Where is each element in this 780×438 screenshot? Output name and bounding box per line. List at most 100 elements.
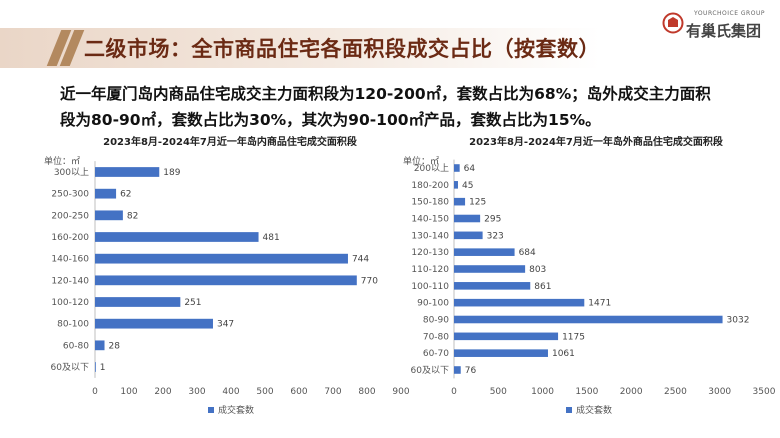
category-label: 60及以下 bbox=[51, 362, 89, 373]
bar bbox=[454, 332, 559, 341]
bar bbox=[95, 362, 96, 372]
page-title: 二级市场：全市商品住宅各面积段成交占比（按套数） bbox=[84, 37, 600, 61]
x-tick-label: 2500 bbox=[664, 387, 687, 397]
data-label: 1061 bbox=[552, 349, 575, 359]
x-tick-label: 1000 bbox=[531, 387, 554, 397]
data-label: 82 bbox=[127, 211, 138, 221]
category-label: 120-130 bbox=[411, 248, 449, 258]
x-tick-label: 900 bbox=[392, 387, 409, 397]
data-label: 684 bbox=[519, 248, 536, 258]
bar bbox=[95, 167, 160, 177]
data-label: 770 bbox=[361, 276, 378, 286]
category-label: 180-200 bbox=[411, 181, 449, 191]
data-label: 295 bbox=[484, 215, 501, 225]
category-label: 150-180 bbox=[411, 198, 449, 208]
bar bbox=[454, 214, 481, 223]
bar bbox=[454, 231, 483, 240]
unit-label: 单位：㎡ bbox=[403, 155, 439, 167]
x-tick-label: 200 bbox=[154, 387, 171, 397]
summary-text: 近一年厦门岛内商品住宅成交主力面积段为120-200㎡，套数占比为68%；岛外成… bbox=[60, 81, 750, 133]
legend-label: 成交套数 bbox=[218, 404, 254, 416]
summary-line-1: 近一年厦门岛内商品住宅成交主力面积段为120-200㎡，套数占比为68%；岛外成… bbox=[60, 85, 711, 103]
bar bbox=[454, 282, 531, 290]
category-label: 130-140 bbox=[411, 231, 449, 241]
data-label: 744 bbox=[352, 255, 369, 265]
category-label: 90-100 bbox=[417, 299, 449, 309]
category-label: 200以上 bbox=[414, 163, 449, 174]
category-label: 200-250 bbox=[51, 211, 89, 221]
bar bbox=[95, 188, 117, 199]
x-tick-label: 600 bbox=[290, 387, 307, 397]
bar bbox=[454, 315, 723, 324]
summary-line-2: 段为80-90㎡，套数占比为30%，其次为90-100㎡产品，套数占比为15%。 bbox=[60, 111, 601, 129]
chart-title: 2023年8月-2024年7月近一年岛外商品住宅成交面积段 bbox=[469, 135, 723, 148]
title-band bbox=[0, 28, 600, 68]
category-label: 160-200 bbox=[51, 233, 89, 243]
x-tick-label: 800 bbox=[358, 387, 375, 397]
logo-english-text: YOURCHOICE GROUP bbox=[694, 10, 765, 17]
bar bbox=[95, 275, 357, 286]
category-label: 250-300 bbox=[51, 190, 89, 200]
bar bbox=[454, 265, 526, 273]
data-label: 347 bbox=[217, 320, 234, 330]
category-label: 100-120 bbox=[51, 298, 89, 308]
data-label: 62 bbox=[120, 190, 131, 200]
x-tick-label: 500 bbox=[256, 387, 273, 397]
data-label: 861 bbox=[534, 282, 551, 292]
chart-title: 2023年8月-2024年7月近一年岛内商品住宅成交面积段 bbox=[103, 135, 357, 148]
x-tick-label: 3500 bbox=[753, 387, 776, 397]
bar bbox=[454, 248, 515, 256]
x-tick-label: 1500 bbox=[575, 387, 598, 397]
bar bbox=[454, 349, 548, 357]
data-label: 1 bbox=[100, 363, 106, 373]
bar bbox=[454, 197, 466, 206]
category-label: 140-150 bbox=[411, 215, 449, 225]
data-label: 125 bbox=[469, 198, 486, 208]
category-label: 80-100 bbox=[57, 320, 89, 330]
x-tick-label: 300 bbox=[188, 387, 205, 397]
data-label: 64 bbox=[464, 164, 476, 174]
category-label: 60及以下 bbox=[411, 365, 449, 376]
data-label: 3032 bbox=[727, 316, 750, 326]
category-label: 60-70 bbox=[423, 349, 449, 359]
bar bbox=[454, 366, 461, 374]
logo-chinese-text: 有巢氏集团 bbox=[686, 22, 762, 40]
x-tick-label: 0 bbox=[451, 387, 457, 397]
x-tick-label: 700 bbox=[324, 387, 341, 397]
bar bbox=[454, 164, 460, 172]
data-label: 189 bbox=[163, 168, 180, 178]
bar bbox=[95, 210, 123, 221]
x-tick-label: 2000 bbox=[620, 387, 643, 397]
category-label: 140-160 bbox=[51, 255, 89, 265]
bar bbox=[454, 298, 585, 307]
unit-label: 单位：㎡ bbox=[44, 155, 80, 167]
x-tick-label: 3000 bbox=[708, 387, 731, 397]
category-label: 100-110 bbox=[411, 282, 449, 292]
data-label: 76 bbox=[465, 366, 477, 376]
x-tick-label: 500 bbox=[490, 387, 507, 397]
x-tick-label: 400 bbox=[222, 387, 239, 397]
category-label: 300以上 bbox=[54, 167, 89, 178]
data-label: 1471 bbox=[588, 299, 611, 309]
bar bbox=[95, 297, 181, 307]
bar bbox=[95, 253, 348, 264]
category-label: 70-80 bbox=[423, 332, 449, 342]
category-label: 80-90 bbox=[423, 316, 449, 326]
bar bbox=[95, 232, 259, 242]
data-label: 481 bbox=[263, 233, 280, 243]
legend-label: 成交套数 bbox=[576, 404, 612, 416]
logo-icon bbox=[662, 12, 684, 34]
data-label: 251 bbox=[184, 298, 201, 308]
category-label: 110-120 bbox=[411, 265, 449, 275]
data-label: 803 bbox=[529, 265, 546, 275]
bar bbox=[454, 181, 458, 189]
bar bbox=[95, 340, 105, 351]
x-tick-label: 100 bbox=[120, 387, 137, 397]
data-label: 323 bbox=[487, 231, 504, 241]
data-label: 1175 bbox=[562, 332, 585, 342]
data-label: 45 bbox=[462, 181, 473, 191]
category-label: 60-80 bbox=[63, 341, 89, 351]
bar bbox=[95, 318, 213, 329]
